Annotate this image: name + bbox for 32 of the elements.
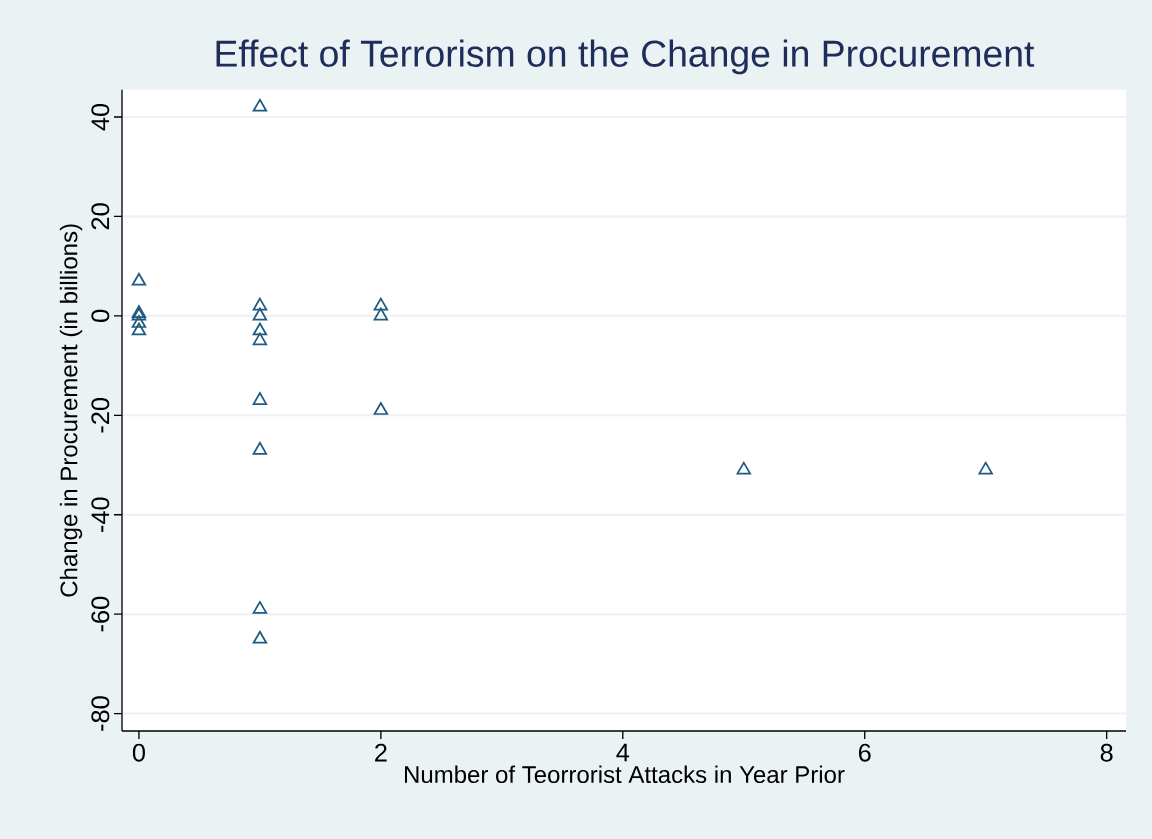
x-tick-label: 0 [132, 743, 145, 762]
y-axis-title: Change in Procurement (in billions) [59, 224, 83, 597]
point [252, 392, 268, 405]
x-axis-title: Number of Teorrorist Attacks in Year Prior [405, 765, 845, 784]
point [252, 441, 268, 455]
x-tick-label: 2 [375, 743, 387, 762]
y-tick-label: -80 [91, 696, 110, 731]
y-tick-label: -40 [91, 497, 110, 532]
y-tick-label: -60 [91, 596, 110, 632]
point [373, 402, 389, 415]
point [252, 307, 268, 321]
point [373, 307, 389, 321]
point [252, 98, 268, 112]
point [252, 600, 268, 614]
point [131, 272, 147, 286]
point [736, 461, 751, 475]
point [131, 315, 147, 328]
point [131, 322, 147, 336]
y-tick-label: -20 [91, 398, 110, 433]
x-tick-label: 8 [1100, 743, 1113, 762]
point [978, 461, 993, 475]
point [252, 630, 268, 644]
y-tick-label: 40 [91, 103, 110, 131]
y-tick-label: 0 [91, 309, 110, 322]
x-tick-label: 4 [616, 743, 630, 762]
y-tick-label: 20 [91, 203, 110, 230]
point [252, 297, 268, 311]
x-tick-label: 6 [858, 743, 871, 762]
point [252, 332, 268, 346]
point [252, 322, 268, 336]
chart-title: Effect of Terrorism on the Change in Procurement [216, 39, 1035, 75]
point [373, 297, 389, 311]
